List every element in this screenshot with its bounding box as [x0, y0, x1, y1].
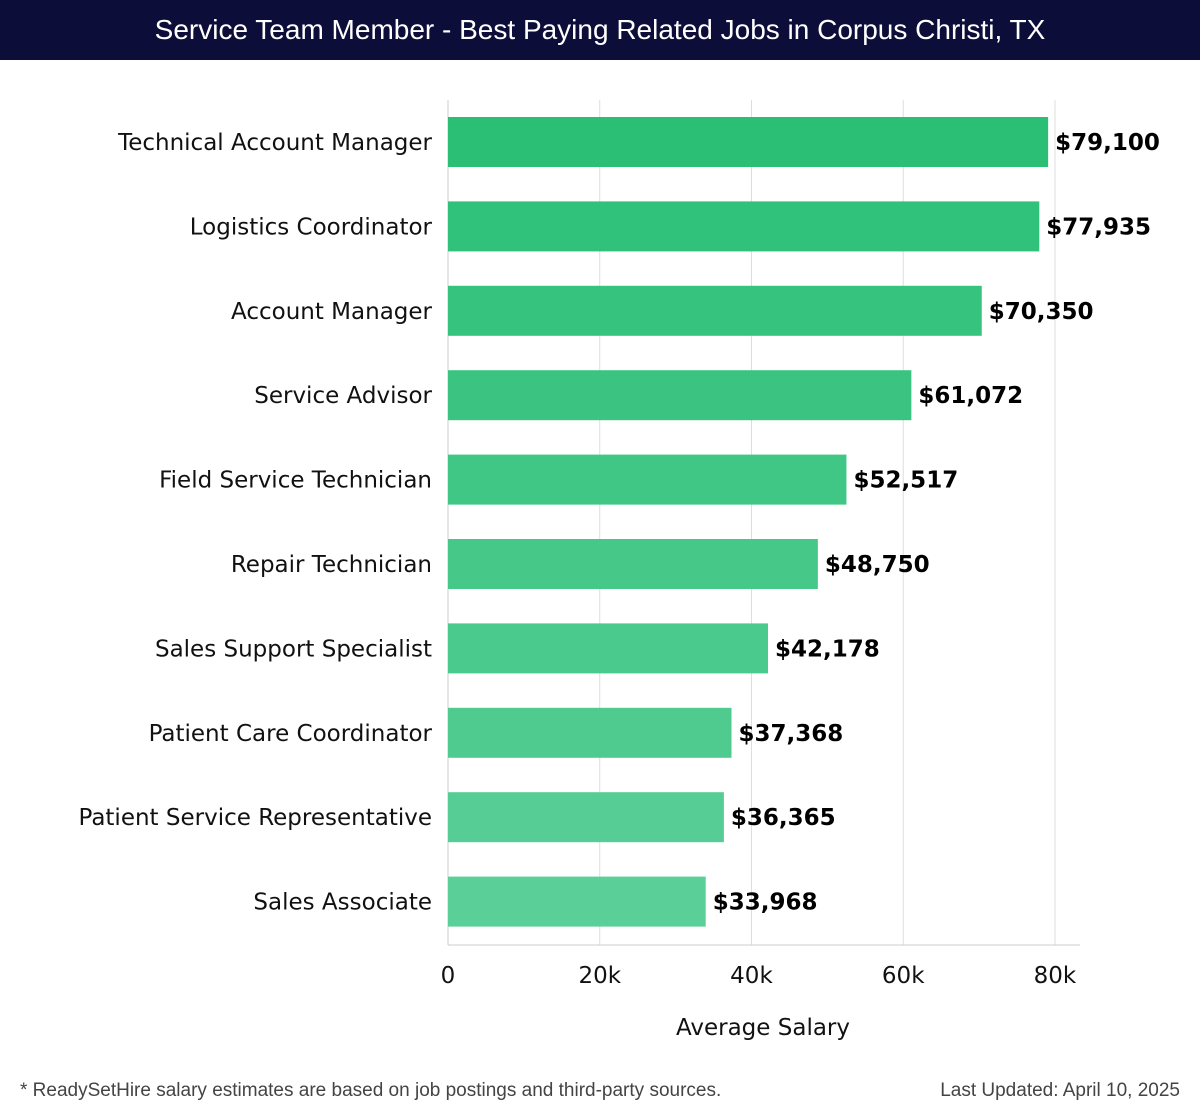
- chart-title-bar: Service Team Member - Best Paying Relate…: [0, 0, 1200, 60]
- value-label: $52,517: [853, 468, 958, 494]
- category-label: Technical Account Manager: [117, 130, 432, 156]
- category-labels: Technical Account Manager Logistics Coord…: [78, 130, 432, 916]
- bar-sales-support-specialist: [448, 623, 769, 674]
- value-labels: $79,100 $77,935 $70,350 $61,072 $52,517 $48,7…: [713, 130, 1160, 916]
- bars: [448, 117, 1049, 927]
- x-axis-label: Average Salary: [676, 1015, 850, 1041]
- category-label: Patient Service Representative: [78, 805, 432, 831]
- x-tick-label: 40k: [730, 963, 773, 989]
- bar-service-advisor: [448, 370, 912, 421]
- bar-logistics-coordinator: [448, 201, 1040, 252]
- chart-title: Service Team Member - Best Paying Relate…: [154, 14, 1046, 45]
- value-label: $33,968: [713, 890, 818, 916]
- value-label: $61,072: [918, 383, 1023, 409]
- x-tick-label: 60k: [882, 963, 925, 989]
- value-label: $48,750: [825, 552, 930, 578]
- category-label: Logistics Coordinator: [190, 214, 433, 240]
- value-label: $77,935: [1046, 214, 1151, 240]
- bar-patient-service-representative: [448, 792, 724, 843]
- bar-sales-associate: [448, 876, 706, 927]
- category-label: Patient Care Coordinator: [149, 721, 433, 747]
- x-tick-label: 20k: [578, 963, 621, 989]
- x-tick-labels: 0 20k 40k 60k 80k: [441, 963, 1077, 989]
- category-label: Sales Support Specialist: [155, 636, 432, 662]
- category-label: Account Manager: [231, 299, 433, 325]
- value-label: $79,100: [1055, 130, 1160, 156]
- value-label: $37,368: [739, 721, 844, 747]
- bar-repair-technician: [448, 539, 818, 589]
- bar-technical-account-manager: [448, 117, 1049, 167]
- value-label: $36,365: [731, 805, 836, 831]
- bar-chart: Technical Account Manager Logistics Coord…: [78, 100, 1160, 1041]
- footer-note: * ReadySetHire salary estimates are base…: [20, 1080, 722, 1101]
- bar-field-service-technician: [448, 454, 847, 505]
- category-label: Field Service Technician: [159, 468, 432, 494]
- footer-updated: Last Updated: April 10, 2025: [940, 1080, 1180, 1101]
- category-label: Service Advisor: [254, 383, 432, 409]
- category-label: Sales Associate: [253, 890, 432, 916]
- bar-patient-care-coordinator: [448, 707, 732, 758]
- category-label: Repair Technician: [231, 552, 432, 578]
- x-tick-label: 80k: [1034, 963, 1077, 989]
- x-tick-label: 0: [441, 963, 456, 989]
- bar-account-manager: [448, 285, 982, 336]
- value-label: $70,350: [989, 299, 1094, 325]
- value-label: $42,178: [775, 636, 880, 662]
